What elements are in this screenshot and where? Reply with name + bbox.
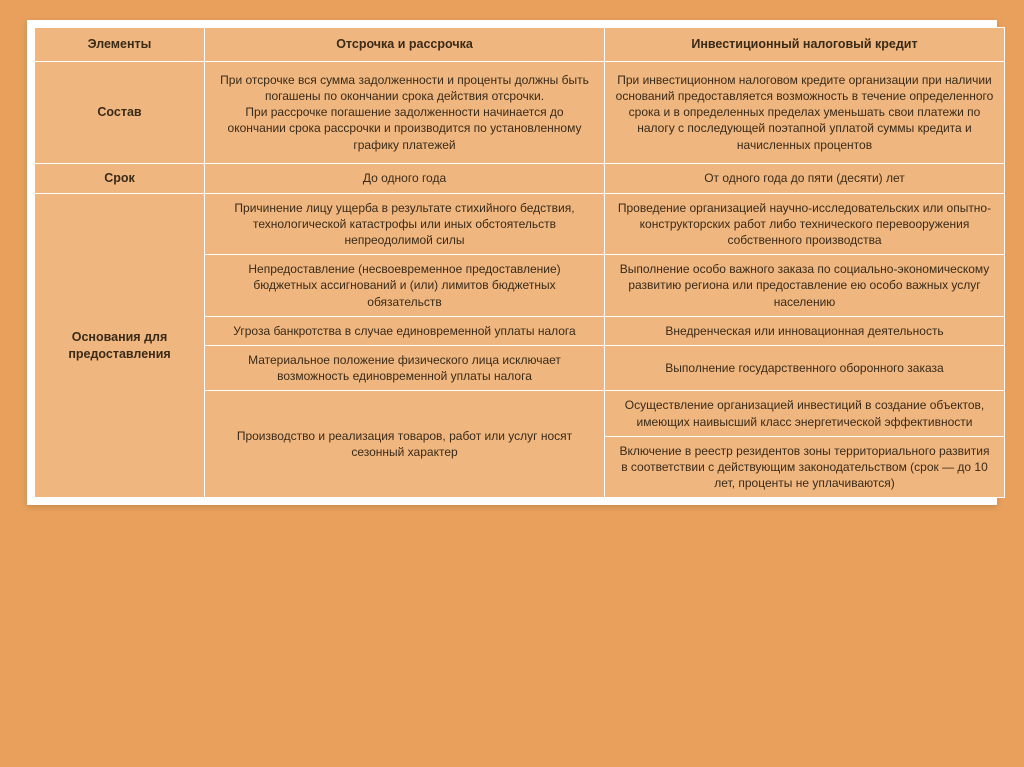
label-grounds: Основания для предоставления [35,193,205,498]
term-credit: От одного года до пяти (десяти) лет [605,163,1005,193]
grounds-credit-6: Включение в реестр резидентов зоны терри… [605,436,1005,498]
term-deferral: До одного года [205,163,605,193]
grounds-credit-1: Проведение организацией научно-исследова… [605,193,1005,255]
header-deferral: Отсрочка и рассрочка [205,28,605,62]
row-term: Срок До одного года От одного года до пя… [35,163,1005,193]
composition-credit: При инвестиционном налоговом кредите орг… [605,61,1005,163]
composition-deferral: При отсрочке вся сумма задолженности и п… [205,61,605,163]
comparison-table: Элементы Отсрочка и рассрочка Инвестицио… [34,27,1005,498]
table-frame: Элементы Отсрочка и рассрочка Инвестицио… [27,20,997,505]
grounds-deferral-3: Угроза банкротства в случае единовременн… [205,316,605,345]
row-grounds-1: Основания для предоставления Причинение … [35,193,1005,255]
grounds-deferral-1: Причинение лицу ущерба в результате стих… [205,193,605,255]
row-composition: Состав При отсрочке вся сумма задолженно… [35,61,1005,163]
grounds-deferral-2: Непредоставление (несвоевременное предос… [205,255,605,317]
grounds-deferral-4: Материальное положение физического лица … [205,346,605,391]
grounds-deferral-5: Производство и реализация товаров, работ… [205,391,605,498]
label-term: Срок [35,163,205,193]
header-elements: Элементы [35,28,205,62]
grounds-credit-5: Осуществление организацией инвестиций в … [605,391,1005,436]
grounds-credit-3: Внедренческая или инновационная деятельн… [605,316,1005,345]
table-header-row: Элементы Отсрочка и рассрочка Инвестицио… [35,28,1005,62]
header-credit: Инвестиционный налоговый кредит [605,28,1005,62]
label-composition: Состав [35,61,205,163]
grounds-credit-4: Выполнение государственного оборонного з… [605,346,1005,391]
grounds-credit-2: Выполнение особо важного заказа по социа… [605,255,1005,317]
